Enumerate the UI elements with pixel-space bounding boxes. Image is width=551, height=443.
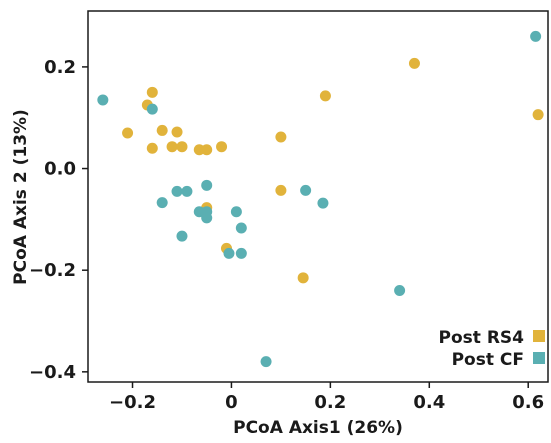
point-post-cf: [97, 94, 109, 106]
legend-swatch-post-cf: [533, 352, 545, 364]
point-post-rs4: [216, 141, 228, 153]
point-post-cf: [146, 103, 158, 115]
x-axis: −0.2 0 0.2 0.4 0.6: [109, 382, 544, 413]
point-post-cf: [230, 206, 242, 218]
point-post-cf: [260, 356, 272, 368]
legend-swatch-post-rs4: [533, 330, 545, 342]
point-post-cf: [530, 30, 542, 42]
point-post-rs4: [122, 127, 134, 139]
x-tick-label: 0.6: [512, 392, 544, 413]
legend-label-post-rs4: Post RS4: [439, 328, 525, 348]
point-post-rs4: [176, 141, 188, 153]
legend-label-post-cf: Post CF: [452, 350, 524, 370]
point-post-cf: [394, 285, 406, 297]
y-tick-label: −0.2: [29, 260, 76, 281]
y-axis-title: PCoA Axis 2 (13%): [11, 109, 31, 285]
point-post-cf: [317, 197, 329, 209]
y-tick-label: 0.0: [44, 159, 76, 180]
point-post-rs4: [297, 272, 309, 284]
point-post-rs4: [408, 57, 420, 69]
x-tick-label: 0.2: [314, 392, 346, 413]
point-post-rs4: [201, 144, 213, 156]
x-tick-label: 0: [225, 392, 238, 413]
x-tick-label: 0.4: [413, 392, 445, 413]
y-tick-label: 0.2: [44, 57, 76, 78]
point-post-cf: [176, 230, 188, 242]
point-post-rs4: [156, 124, 168, 136]
y-axis: 0.2 0.0 −0.2 −0.4: [29, 57, 88, 383]
point-post-cf: [223, 247, 235, 259]
point-post-rs4: [275, 131, 287, 143]
point-post-cf: [235, 247, 247, 259]
x-tick-label: −0.2: [109, 392, 156, 413]
point-post-rs4: [171, 126, 183, 138]
data-points: [97, 30, 544, 368]
point-post-cf: [201, 212, 213, 224]
point-post-rs4: [319, 90, 331, 102]
x-axis-title: PCoA Axis1 (26%): [233, 418, 403, 438]
point-post-rs4: [166, 141, 178, 153]
point-post-cf: [300, 184, 312, 196]
point-post-cf: [235, 222, 247, 234]
legend: Post RS4 Post CF: [439, 328, 545, 370]
point-post-rs4: [275, 184, 287, 196]
y-tick-label: −0.4: [29, 362, 76, 383]
point-post-cf: [156, 197, 168, 209]
point-post-cf: [171, 185, 183, 197]
point-post-rs4: [146, 142, 158, 154]
point-post-cf: [181, 185, 193, 197]
point-post-rs4: [146, 86, 158, 98]
point-post-rs4: [532, 109, 544, 121]
plot-frame: [87, 10, 549, 383]
point-post-cf: [201, 179, 213, 191]
